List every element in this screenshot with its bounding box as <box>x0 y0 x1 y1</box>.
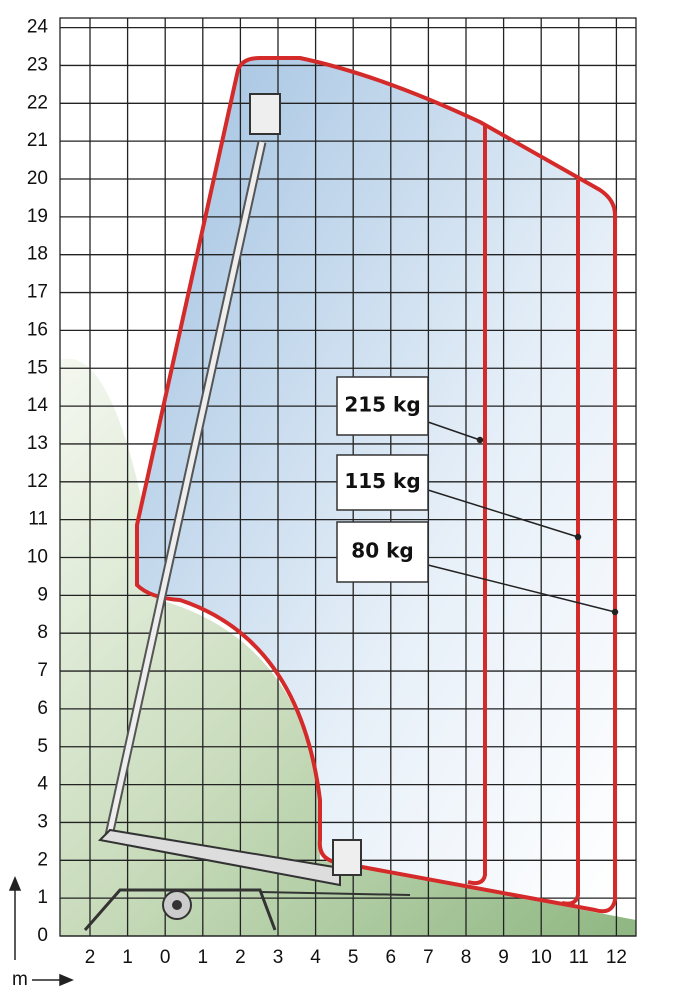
y-tick-label: 14 <box>27 395 49 416</box>
x-tick-label: 4 <box>310 947 321 968</box>
x-tick-label: 5 <box>348 947 359 968</box>
load-label: 115 kg <box>344 469 420 493</box>
x-tick-label: 1 <box>122 947 133 968</box>
y-tick-label: 5 <box>37 736 48 757</box>
x-tick-label: 12 <box>606 947 627 968</box>
x-tick-label: 8 <box>461 947 472 968</box>
y-tick-label: 9 <box>37 584 48 605</box>
envelope-215kg <box>467 125 487 886</box>
y-tick-label: 22 <box>27 92 48 113</box>
y-tick-label: 12 <box>27 471 48 492</box>
x-tick-label: 1 <box>198 947 209 968</box>
envelope-80kg <box>135 56 617 914</box>
y-tick-label: 17 <box>27 282 48 303</box>
y-tick-label: 11 <box>28 509 48 530</box>
x-tick-label: 10 <box>531 947 552 968</box>
plot-border <box>59 17 637 937</box>
x-tick-label: 2 <box>235 947 246 968</box>
axis-arrows <box>8 876 74 987</box>
y-tick-label: 3 <box>37 811 48 832</box>
y-tick-label: 18 <box>27 244 48 265</box>
y-tick-label: 20 <box>27 168 48 189</box>
lift-machine <box>83 93 411 931</box>
x-tick-label: 2 <box>85 947 96 968</box>
load-label-box <box>336 376 429 436</box>
y-tick-label: 13 <box>27 433 48 454</box>
ground-zone <box>60 358 636 937</box>
x-tick-label: 6 <box>386 947 397 968</box>
x-tick-label: 7 <box>423 947 434 968</box>
load-leaders <box>427 421 619 616</box>
y-tick-label: 15 <box>27 357 48 378</box>
x-tick-label: 9 <box>498 947 509 968</box>
y-tick-label: 6 <box>37 698 48 719</box>
y-tick-label: 7 <box>37 660 48 681</box>
y-tick-label: 8 <box>37 622 48 643</box>
y-tick-label: 19 <box>27 206 48 227</box>
x-tick-label: 0 <box>160 947 171 968</box>
load-label-box <box>336 454 429 511</box>
y-tick-label: 23 <box>27 54 48 75</box>
load-label: 80 kg <box>351 539 413 563</box>
y-tick-label: 16 <box>27 319 48 340</box>
x-tick-label: 3 <box>273 947 284 968</box>
y-tick-label: 10 <box>27 547 48 568</box>
x-tick-label: 11 <box>569 947 589 968</box>
load-label-box <box>336 521 429 583</box>
unit-label: m <box>12 969 28 990</box>
load-label: 215 kg <box>344 393 420 417</box>
y-tick-label: 1 <box>37 887 48 908</box>
envelope-115kg <box>561 180 580 906</box>
y-tick-label: 0 <box>37 925 48 946</box>
y-tick-label: 24 <box>27 17 49 38</box>
y-tick-label: 4 <box>37 774 48 795</box>
y-tick-label: 2 <box>37 849 48 870</box>
y-tick-label: 21 <box>27 130 48 151</box>
